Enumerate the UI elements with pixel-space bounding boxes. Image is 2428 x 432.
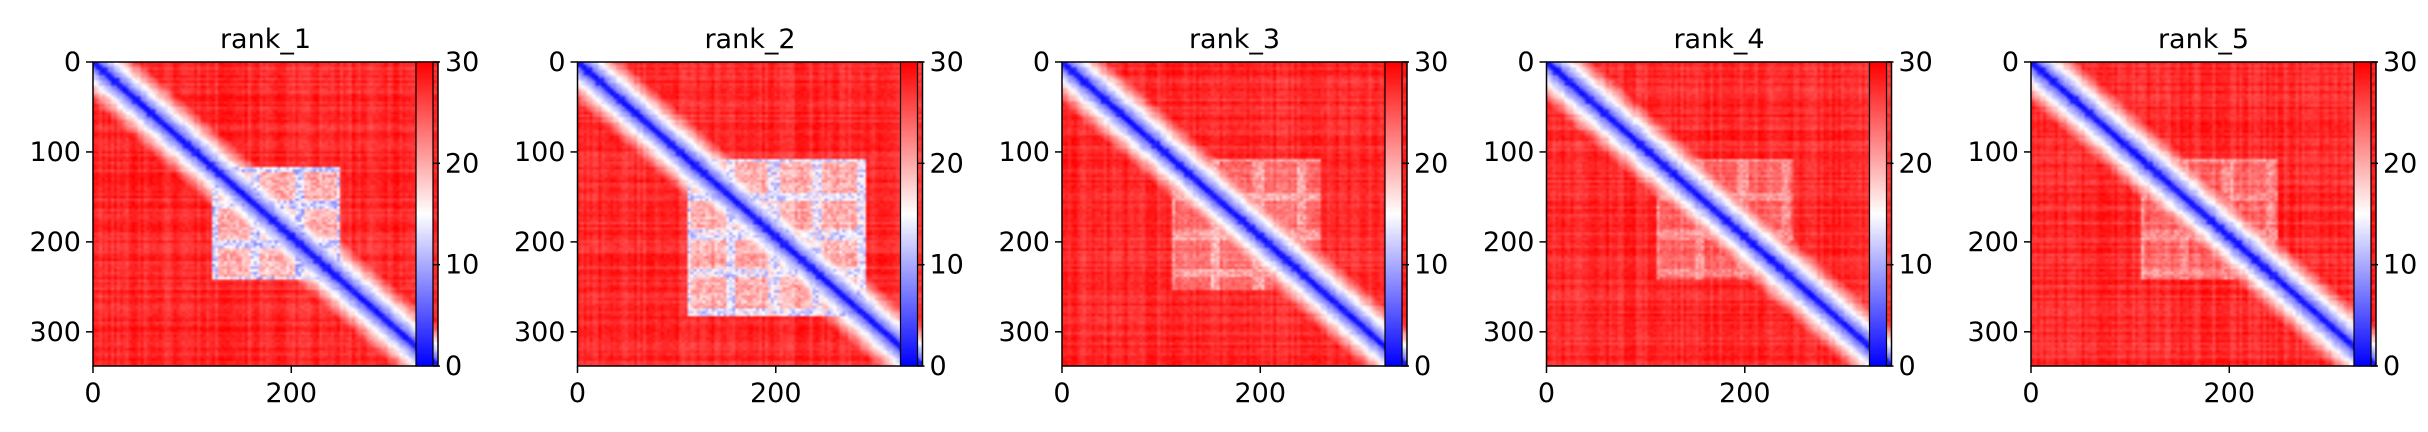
heatmap-frame [576,61,924,367]
colorbar-tick-label: 20 [445,148,479,179]
x-tick-label: 200 [1719,378,1771,409]
x-tick-label: 200 [1235,378,1287,409]
x-tick-label: 0 [2022,378,2039,409]
colorbar-tick-label: 30 [1414,47,1448,78]
colorbar [900,62,918,366]
y-tick-label: 200 [29,227,81,258]
colorbar-tick-label: 10 [2383,250,2417,281]
panel-title: rank_3 [1189,24,1280,55]
y-tick-label: 100 [29,137,81,168]
y-tick-label: 300 [1483,317,1535,348]
panel-title: rank_5 [2158,24,2249,55]
colorbar-tick-label: 30 [1899,47,1933,78]
colorbar-frame [1868,61,1888,367]
x-tick-label: 0 [1053,378,1070,409]
panel-title: rank_2 [704,24,795,55]
colorbar-frame [415,61,434,367]
x-tick-label: 0 [84,378,101,409]
colorbar-tick-label: 30 [2383,47,2417,78]
colorbar-tick-label: 10 [1899,250,1933,281]
colorbar-tick-label: 0 [445,351,462,382]
y-tick-label: 100 [1967,137,2019,168]
y-tick-label: 0 [1517,47,1534,78]
y-tick-label: 200 [1483,227,1535,258]
colorbar-tick-label: 10 [930,250,964,281]
colorbar-frame [899,61,919,367]
y-tick-label: 0 [1033,47,1050,78]
heatmap-frame [92,61,439,367]
x-tick-label: 200 [2204,378,2256,409]
y-tick-label: 200 [998,227,1050,258]
colorbar-tick-label: 20 [2383,148,2417,179]
heatmap-frame [1545,61,1893,367]
y-tick-label: 300 [29,317,81,348]
y-tick-label: 0 [64,47,81,78]
colorbar-tick-label: 30 [445,47,479,78]
colorbar-tick-label: 10 [1414,250,1448,281]
heatmap-image [1062,62,1407,366]
y-tick-label: 100 [514,137,566,168]
heatmap-image [93,62,438,366]
colorbar-tick-label: 0 [1414,351,1431,382]
y-tick-label: 300 [998,317,1050,348]
colorbar-tick-label: 0 [2383,351,2400,382]
colorbar-tick-label: 20 [1414,148,1448,179]
heatmap-frame [2030,61,2377,367]
colorbar-tick-label: 0 [930,351,947,382]
y-tick-label: 0 [2002,47,2019,78]
y-tick-label: 200 [1967,227,2019,258]
colorbar [1869,62,1887,366]
panel-title: rank_1 [220,24,311,55]
colorbar [2354,62,2371,366]
x-tick-label: 0 [1538,378,1555,409]
heatmap-frame [1061,61,1408,367]
colorbar-tick-label: 0 [1899,351,1916,382]
colorbar-frame [1384,61,1403,367]
y-tick-label: 100 [1483,137,1535,168]
heatmap-image [577,62,923,366]
colorbar-tick-label: 20 [930,148,964,179]
y-tick-label: 200 [514,227,566,258]
y-tick-label: 300 [1967,317,2019,348]
heatmap-image [2031,62,2376,366]
panel-title: rank_4 [1673,24,1764,55]
colorbar-tick-label: 10 [445,250,479,281]
y-tick-label: 300 [514,317,566,348]
colorbar-tick-label: 20 [1899,148,1933,179]
colorbar [1385,62,1402,366]
colorbar [416,62,433,366]
x-tick-label: 0 [569,378,586,409]
y-tick-label: 100 [998,137,1050,168]
colorbar-frame [2353,61,2372,367]
x-tick-label: 200 [750,378,802,409]
heatmap-image [1546,62,1892,366]
colorbar-tick-label: 30 [930,47,964,78]
x-tick-label: 200 [266,378,318,409]
y-tick-label: 0 [548,47,565,78]
